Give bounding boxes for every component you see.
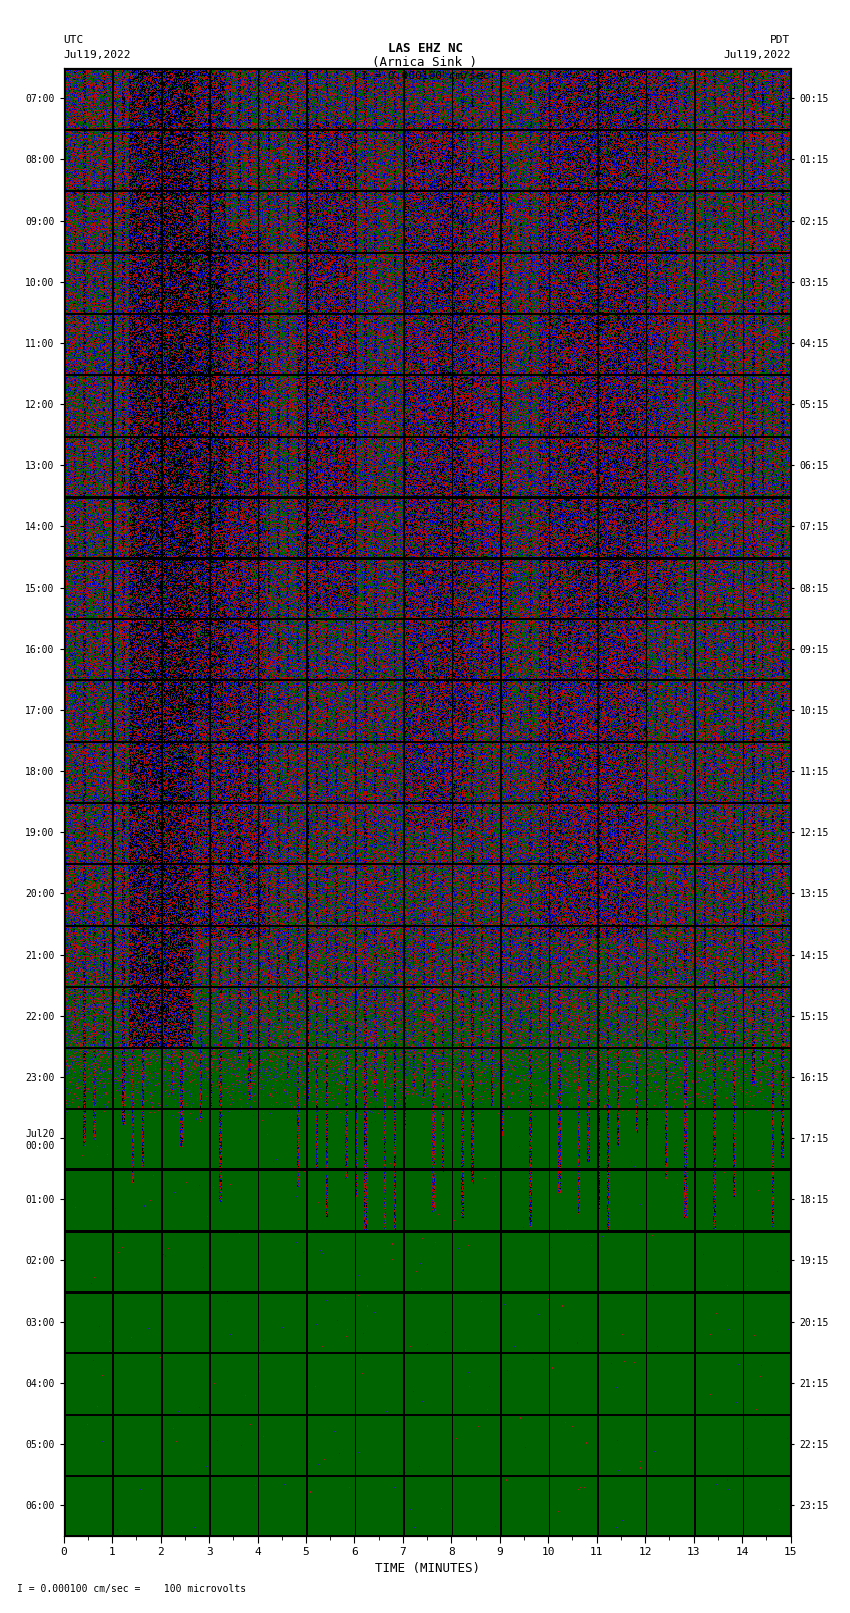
Text: Jul19,2022: Jul19,2022 [723,50,791,60]
Text: I = 0.000100 cm/sec: I = 0.000100 cm/sec [361,71,489,81]
X-axis label: TIME (MINUTES): TIME (MINUTES) [375,1561,479,1574]
Text: Jul19,2022: Jul19,2022 [64,50,131,60]
Text: UTC: UTC [64,35,84,45]
Text: (Arnica Sink ): (Arnica Sink ) [372,56,478,69]
Text: PDT: PDT [770,35,790,45]
Text: I = 0.000100 cm/sec =    100 microvolts: I = 0.000100 cm/sec = 100 microvolts [17,1584,246,1594]
Text: LAS EHZ NC: LAS EHZ NC [388,42,462,55]
